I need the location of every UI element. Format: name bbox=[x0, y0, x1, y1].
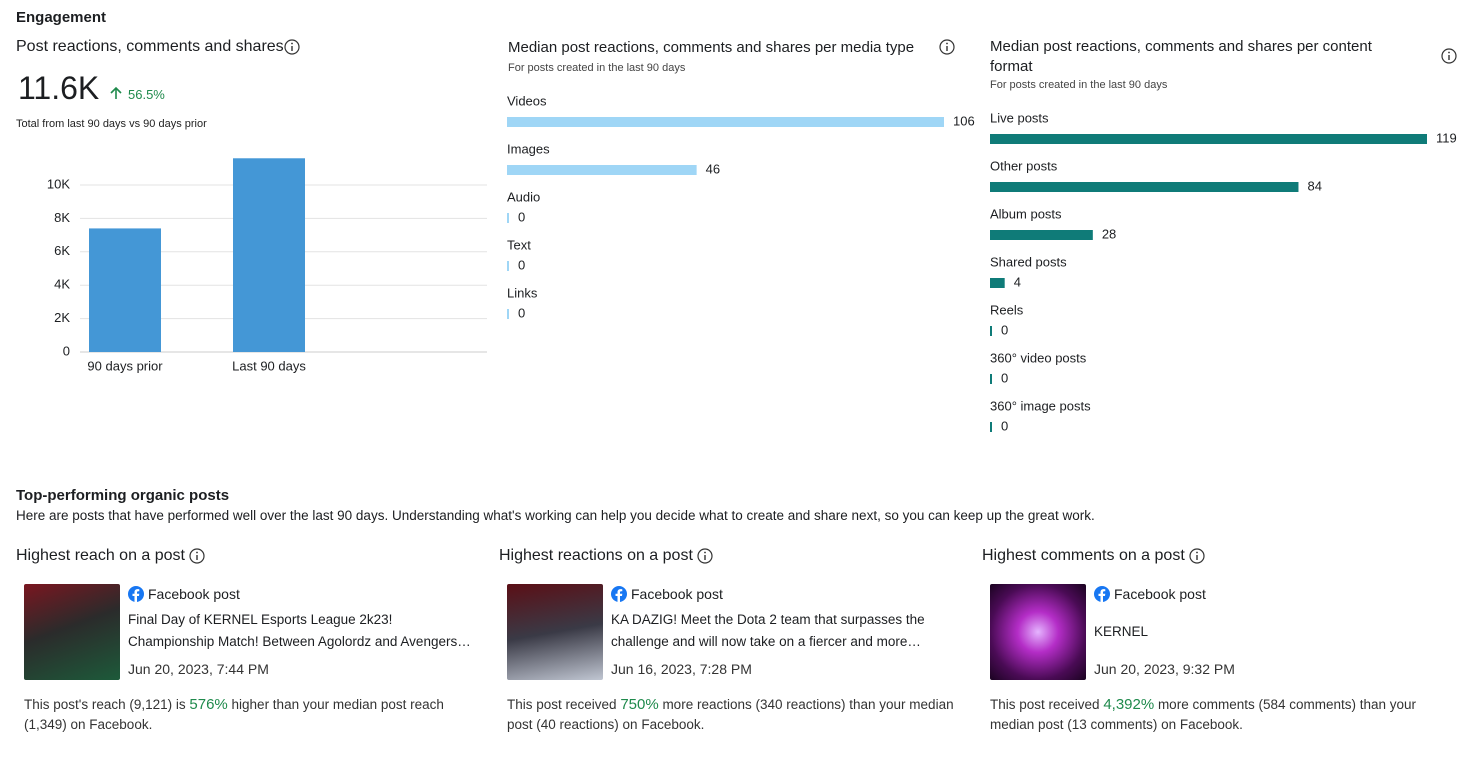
info-icon[interactable] bbox=[939, 39, 955, 55]
x-tick-label: Last 90 days bbox=[232, 358, 306, 373]
card-title: Median post reactions, comments and shar… bbox=[508, 39, 915, 56]
value-label: 46 bbox=[706, 161, 720, 176]
card-title: Highest reach on a post bbox=[16, 547, 185, 564]
subtitle: For posts created in the last 90 days bbox=[990, 79, 1168, 91]
bar bbox=[89, 228, 161, 352]
value-label: 0 bbox=[518, 209, 525, 224]
post-thumbnail bbox=[990, 584, 1086, 680]
bar bbox=[990, 278, 1005, 288]
value-label: 106 bbox=[953, 113, 975, 128]
card-title: Highest comments on a post bbox=[982, 547, 1185, 564]
info-icon[interactable] bbox=[1441, 48, 1457, 64]
bar bbox=[990, 182, 1299, 192]
up-arrow bbox=[110, 86, 122, 99]
category-label: Videos bbox=[507, 93, 547, 108]
post-date: Jun 16, 2023, 7:28 PM bbox=[611, 661, 752, 677]
post-date: Jun 20, 2023, 7:44 PM bbox=[128, 661, 269, 677]
value-label: 0 bbox=[1001, 322, 1008, 337]
bar bbox=[990, 230, 1093, 240]
summary-highlight: 576% bbox=[189, 696, 228, 713]
bar bbox=[507, 165, 697, 175]
post-source: Facebook post bbox=[1114, 586, 1206, 602]
y-tick-label: 10K bbox=[47, 176, 70, 191]
category-label: Links bbox=[507, 285, 538, 300]
card-title: Median post reactions, comments and shar… bbox=[990, 38, 1372, 75]
summary-text: more comments (584 comments) than your m… bbox=[990, 697, 1417, 732]
y-tick-label: 6K bbox=[54, 243, 70, 258]
facebook-icon bbox=[1094, 586, 1110, 602]
value-label: 4 bbox=[1014, 274, 1021, 289]
category-label: Images bbox=[507, 141, 550, 156]
card-title: Highest reactions on a post bbox=[499, 547, 693, 564]
bar bbox=[990, 134, 1427, 144]
category-label: Album posts bbox=[990, 206, 1062, 221]
category-label: Reels bbox=[990, 302, 1024, 317]
category-label: 360° video posts bbox=[990, 350, 1087, 365]
x-tick-label: 90 days prior bbox=[87, 358, 163, 373]
y-tick-label: 4K bbox=[54, 277, 70, 292]
bar bbox=[233, 158, 305, 352]
category-label: Live posts bbox=[990, 110, 1049, 125]
info-icon[interactable] bbox=[697, 548, 713, 564]
bar bbox=[507, 213, 509, 223]
post-thumbnail bbox=[507, 584, 603, 680]
summary-text: This post's reach (9,121) is bbox=[24, 697, 190, 712]
summary-text: higher than your median post reach (1,34… bbox=[24, 697, 444, 732]
category-label: Other posts bbox=[990, 158, 1058, 173]
post-date: Jun 20, 2023, 9:32 PM bbox=[1094, 661, 1235, 677]
total-value: 11.6K bbox=[18, 70, 100, 106]
post-text: KA DAZIG! Meet the Dota 2 team that surp… bbox=[611, 612, 925, 649]
y-tick-label: 2K bbox=[54, 310, 70, 325]
post-summary: This post's reach (9,121) is 576% higher… bbox=[24, 695, 479, 735]
summary-text: This post received bbox=[990, 697, 1104, 712]
facebook-icon bbox=[128, 586, 144, 602]
post-text: Final Day of KERNEL Esports League 2k23!… bbox=[128, 612, 461, 649]
summary-text: more reactions (340 reactions) than your… bbox=[507, 697, 954, 732]
bar bbox=[990, 422, 992, 432]
y-tick-label: 8K bbox=[54, 210, 70, 225]
bar bbox=[507, 261, 509, 271]
section-heading: Top-performing organic posts bbox=[16, 487, 230, 504]
category-label: Text bbox=[507, 237, 531, 252]
post-thumbnail bbox=[24, 584, 120, 680]
post-source: Facebook post bbox=[631, 586, 723, 602]
section-description: Here are posts that have performed well … bbox=[16, 508, 1095, 523]
post-source: Facebook post bbox=[148, 586, 240, 602]
change-value: 56.5% bbox=[128, 87, 165, 102]
facebook-icon bbox=[611, 586, 627, 602]
y-tick-label: 0 bbox=[63, 343, 70, 358]
value-label: 84 bbox=[1307, 178, 1321, 193]
info-icon[interactable] bbox=[284, 39, 300, 55]
post-summary: This post received 4,392% more comments … bbox=[990, 695, 1445, 735]
summary-highlight: 4,392% bbox=[1103, 696, 1155, 713]
card-title: Post reactions, comments and shares bbox=[16, 38, 284, 55]
info-icon[interactable] bbox=[189, 548, 205, 564]
subtitle: For posts created in the last 90 days bbox=[508, 62, 686, 74]
section-heading: Engagement bbox=[16, 9, 107, 26]
note: Total from last 90 days vs 90 days prior bbox=[16, 118, 207, 130]
post-text: KERNEL bbox=[1094, 624, 1149, 639]
category-label: Shared posts bbox=[990, 254, 1067, 269]
category-label: Audio bbox=[507, 189, 540, 204]
value-label: 119 bbox=[1436, 130, 1457, 145]
category-label: 360° image posts bbox=[990, 398, 1091, 413]
value-label: 0 bbox=[518, 257, 525, 272]
info-icon[interactable] bbox=[1189, 548, 1205, 564]
summary-text: This post received bbox=[507, 697, 621, 712]
value-label: 0 bbox=[518, 305, 525, 320]
bar bbox=[507, 309, 509, 319]
value-label: 0 bbox=[1001, 418, 1008, 433]
bar bbox=[990, 326, 992, 336]
value-label: 28 bbox=[1102, 226, 1116, 241]
value-label: 0 bbox=[1001, 370, 1008, 385]
bar bbox=[507, 117, 944, 127]
post-summary: This post received 750% more reactions (… bbox=[507, 695, 962, 735]
bar bbox=[990, 374, 992, 384]
summary-highlight: 750% bbox=[620, 696, 659, 713]
